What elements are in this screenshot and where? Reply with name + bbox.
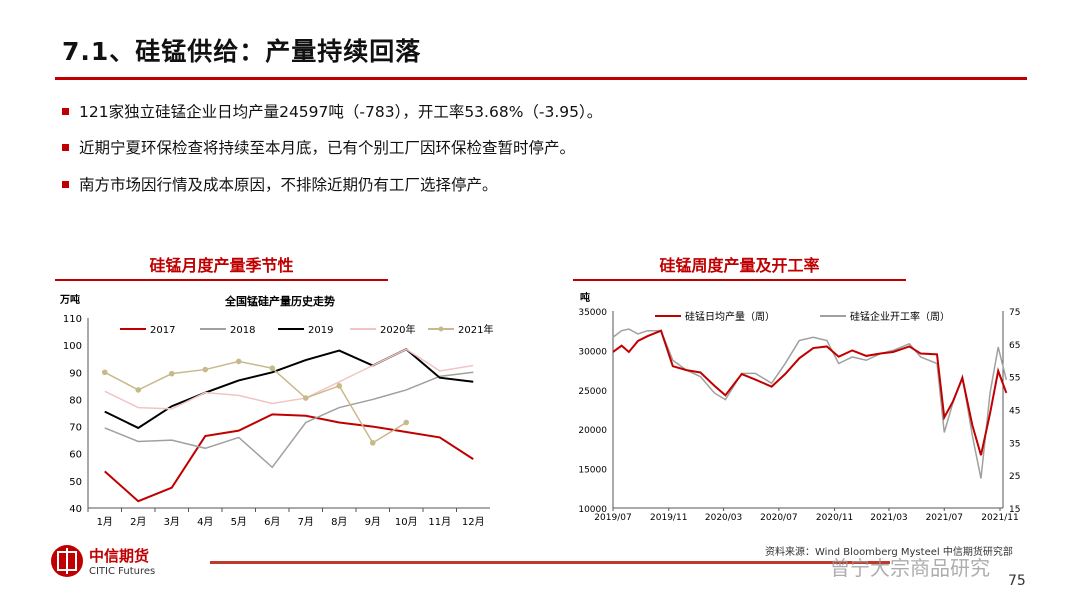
x-tick-label: 7月 (298, 516, 314, 528)
x-tick-label: 2021/11 (981, 513, 1018, 523)
title-divider (55, 77, 1027, 80)
citic-logo-icon (51, 545, 83, 577)
y2-tick-label: 35 (1009, 439, 1020, 449)
series-line-2020年 (104, 348, 474, 410)
source-note: 资料来源：Wind Bloomberg Mysteel 中信期货研究部 (765, 547, 1013, 558)
bullet-text: 南方市场因行情及成本原因，不排除近期仍有工厂选择停产。 (79, 176, 498, 194)
x-tick-label: 2019/11 (650, 513, 687, 523)
bullet-square-icon (62, 143, 69, 151)
x-tick-label: 2019/07 (594, 513, 631, 523)
page-title: 7.1、硅锰供给：产量持续回落 (62, 37, 422, 66)
x-tick-label: 2月 (130, 516, 146, 528)
x-tick-label: 10月 (395, 516, 418, 528)
x-tick-label: 6月 (264, 516, 280, 528)
y-axis-label: 万吨 (59, 293, 80, 306)
y-tick-label: 40 (69, 504, 82, 515)
y2-tick-label: 25 (1009, 472, 1020, 482)
x-tick-label: 1月 (97, 516, 113, 528)
x-tick-label: 2020/11 (816, 513, 853, 523)
data-point (135, 387, 142, 393)
x-tick-label: 2020/03 (705, 513, 742, 523)
y-tick-label: 50 (69, 477, 82, 488)
y2-tick-label: 15 (1009, 505, 1020, 515)
y-tick-label: 90 (69, 368, 82, 379)
bullet-square-icon (62, 107, 69, 115)
series-line-2019 (104, 348, 474, 430)
y2-tick-label: 45 (1009, 407, 1020, 417)
legend-label: 2020年 (380, 323, 415, 336)
x-tick-label: 4月 (197, 516, 213, 528)
y2-tick-label: 65 (1009, 341, 1020, 351)
x-tick-label: 8月 (331, 516, 347, 528)
y2-tick-label: 75 (1009, 308, 1020, 318)
weekly-production-chart: 吨 10000 15000 20000 25000 30000 35000 15 25 35 45 5… (578, 291, 1020, 523)
legend-marker (438, 326, 444, 332)
legend-label: 2017 (150, 325, 175, 336)
x-tick-label: 3月 (164, 516, 180, 528)
y-tick-label: 110 (63, 314, 82, 325)
x-tick-label: 11月 (428, 516, 451, 528)
legend-label: 2018 (230, 325, 255, 336)
legend-label: 2021年 (458, 323, 493, 336)
x-tick-label: 2021/03 (870, 513, 907, 523)
data-point (101, 369, 108, 376)
y-tick-label: 10000 (578, 505, 607, 515)
data-point (269, 365, 276, 372)
y-tick-label: 100 (63, 341, 82, 352)
legend-label: 硅锰日均产量（周） (685, 310, 775, 323)
x-tick-label: 2020/07 (760, 513, 797, 523)
logo-en: CITIC Futures (89, 566, 156, 577)
y-tick-label: 60 (69, 450, 82, 461)
data-point (168, 370, 175, 377)
citic-logo: 中信期货 CITIC Futures (50, 544, 155, 578)
series-line-2021年 (104, 360, 407, 444)
y-tick-label: 15000 (578, 466, 607, 476)
y-tick-label: 70 (69, 423, 82, 434)
page-number: 75 (1008, 573, 1026, 589)
y-tick-label: 80 (69, 395, 82, 406)
bullet-square-icon (62, 180, 69, 188)
y-tick-label: 30000 (578, 347, 607, 357)
logo-cn: 中信期货 (89, 547, 150, 565)
y2-tick-label: 55 (1009, 374, 1020, 384)
bullet-3: 南方市场因行情及成本原因，不排除近期仍有工厂选择停产。 (62, 173, 498, 195)
x-tick-label: 2021/07 (926, 513, 963, 523)
series-line-left (612, 329, 1008, 456)
series-line-2018 (104, 371, 474, 469)
bullet-1: 121家独立硅锰企业日均产量24597吨（-783），开工率53.68%（-3.… (62, 100, 602, 122)
bullet-text: 近期宁夏环保检查将持续至本月底，已有个别工厂因环保检查暂时停产。 (79, 139, 576, 157)
legend-label: 2019 (308, 325, 333, 336)
data-point (369, 440, 376, 446)
left-chart-header: 硅锰月度产量季节性 (55, 252, 388, 281)
y-tick-label: 35000 (578, 308, 607, 318)
x-tick-label: 12月 (462, 516, 485, 528)
footer-divider (210, 561, 890, 564)
data-point (202, 366, 209, 373)
legend-label: 硅锰企业开工率（周） (850, 310, 950, 323)
y-tick-label: 25000 (578, 387, 607, 397)
x-tick-label: 9月 (365, 516, 381, 528)
right-chart-header: 硅锰周度产量及开工率 (573, 252, 906, 281)
chart-title: 全国锰硅产量历史走势 (224, 294, 335, 308)
series-line-2017 (104, 413, 474, 503)
data-point (235, 358, 242, 365)
y-axis-label: 吨 (580, 291, 590, 304)
watermark: 曾宁大宗商品研究 (830, 556, 990, 580)
data-point (336, 383, 343, 389)
bullet-2: 近期宁夏环保检查将持续至本月底，已有个别工厂因环保检查暂时停产。 (62, 136, 575, 158)
data-point (302, 395, 309, 401)
bullet-text: 121家独立硅锰企业日均产量24597吨（-783），开工率53.68%（-3.… (79, 103, 603, 121)
y-tick-label: 20000 (578, 426, 607, 436)
x-tick-label: 5月 (231, 516, 247, 528)
data-point (403, 419, 410, 426)
monthly-production-chart: 全国锰硅产量历史走势 万吨 40 50 60 70 80 90 100 110 1月 2月 3月 4月 5月… (59, 293, 493, 528)
